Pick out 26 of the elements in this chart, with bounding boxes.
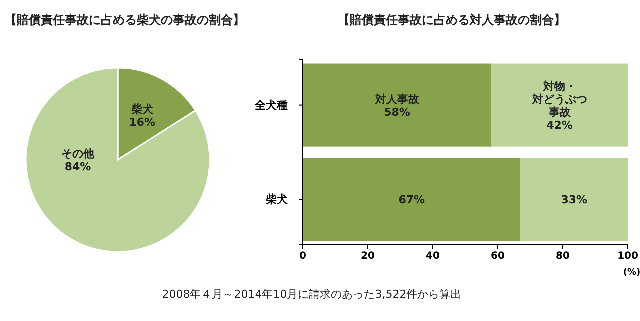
series-label: 対物・対どうぶつ事故	[531, 80, 588, 119]
bar	[520, 158, 628, 242]
series-label: 対人事故	[374, 92, 420, 106]
slice-label: その他	[62, 148, 96, 160]
bar	[303, 64, 492, 147]
x-tick-label: 100	[618, 251, 638, 262]
data-label: 84%	[64, 160, 92, 174]
chart-title: 【賠償責任事故に占める柴犬の事故の割合】	[5, 13, 245, 27]
bar	[303, 158, 521, 242]
slice-label: 柴犬	[130, 103, 154, 116]
x-tick-label: 40	[426, 251, 440, 262]
data-label: 16%	[129, 116, 156, 130]
x-axis-title: (%)	[623, 268, 640, 278]
chart-title: 【賠償責任事故に占める対人事故の割合】	[338, 13, 566, 27]
data-label: 33%	[561, 194, 588, 207]
data-label: 67%	[398, 194, 426, 207]
bar	[492, 64, 628, 147]
x-tick-label: 0	[300, 251, 307, 262]
text: 2008年４月～2014年10月に請求のあった3,522件から算出	[162, 288, 462, 301]
data-label: 42%	[546, 118, 573, 132]
y-tick-label: 全犬種	[254, 98, 288, 112]
x-tick-label: 60	[491, 251, 505, 262]
pie-slice	[25, 67, 211, 253]
x-tick-label: 80	[556, 251, 570, 262]
x-tick-label: 20	[361, 251, 375, 262]
data-label: 58%	[384, 106, 410, 119]
